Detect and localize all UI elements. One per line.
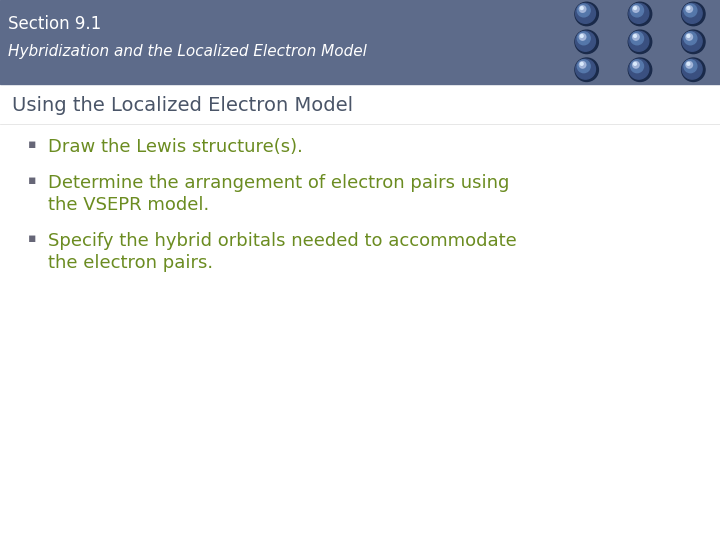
Circle shape bbox=[631, 60, 644, 73]
Circle shape bbox=[580, 6, 583, 10]
Circle shape bbox=[580, 6, 586, 12]
Circle shape bbox=[634, 35, 636, 37]
Circle shape bbox=[629, 2, 652, 26]
Circle shape bbox=[629, 30, 652, 53]
Circle shape bbox=[686, 62, 693, 68]
Circle shape bbox=[682, 30, 705, 53]
Circle shape bbox=[684, 32, 697, 45]
Circle shape bbox=[629, 59, 649, 79]
Circle shape bbox=[575, 31, 595, 51]
Text: Draw the Lewis structure(s).: Draw the Lewis structure(s). bbox=[48, 138, 303, 156]
Circle shape bbox=[687, 35, 690, 37]
Text: ▪: ▪ bbox=[28, 232, 37, 245]
Circle shape bbox=[629, 31, 649, 51]
Text: Section 9.1: Section 9.1 bbox=[8, 15, 102, 33]
Text: Determine the arrangement of electron pairs using: Determine the arrangement of electron pa… bbox=[48, 174, 509, 192]
Circle shape bbox=[686, 6, 693, 12]
Text: the electron pairs.: the electron pairs. bbox=[48, 254, 213, 272]
Circle shape bbox=[686, 33, 693, 40]
Circle shape bbox=[683, 31, 702, 51]
Circle shape bbox=[580, 35, 583, 37]
Text: Using the Localized Electron Model: Using the Localized Electron Model bbox=[12, 96, 353, 114]
Text: ▪: ▪ bbox=[28, 174, 37, 187]
Circle shape bbox=[577, 4, 590, 17]
Circle shape bbox=[577, 32, 590, 45]
Bar bbox=[0, 0, 720, 84]
Circle shape bbox=[634, 63, 636, 65]
Text: ▪: ▪ bbox=[28, 138, 37, 151]
Circle shape bbox=[634, 6, 636, 10]
Circle shape bbox=[687, 63, 690, 65]
Text: Hybridization and the Localized Electron Model: Hybridization and the Localized Electron… bbox=[8, 44, 367, 58]
Text: the VSEPR model.: the VSEPR model. bbox=[48, 195, 210, 214]
Circle shape bbox=[629, 58, 652, 82]
Circle shape bbox=[683, 3, 702, 23]
Circle shape bbox=[580, 33, 586, 40]
Circle shape bbox=[633, 33, 639, 40]
Circle shape bbox=[575, 30, 598, 53]
Circle shape bbox=[629, 3, 649, 23]
Circle shape bbox=[580, 62, 586, 68]
Circle shape bbox=[631, 32, 644, 45]
Circle shape bbox=[687, 6, 690, 10]
Circle shape bbox=[684, 60, 697, 73]
Circle shape bbox=[631, 4, 644, 17]
Text: Specify the hybrid orbitals needed to accommodate: Specify the hybrid orbitals needed to ac… bbox=[48, 232, 517, 249]
Circle shape bbox=[575, 58, 598, 82]
Circle shape bbox=[580, 63, 583, 65]
Circle shape bbox=[633, 6, 639, 12]
Circle shape bbox=[575, 2, 598, 26]
Circle shape bbox=[575, 3, 595, 23]
Circle shape bbox=[682, 58, 705, 82]
Circle shape bbox=[577, 60, 590, 73]
Circle shape bbox=[575, 59, 595, 79]
Circle shape bbox=[682, 2, 705, 26]
Circle shape bbox=[633, 62, 639, 68]
Circle shape bbox=[683, 59, 702, 79]
Circle shape bbox=[684, 4, 697, 17]
